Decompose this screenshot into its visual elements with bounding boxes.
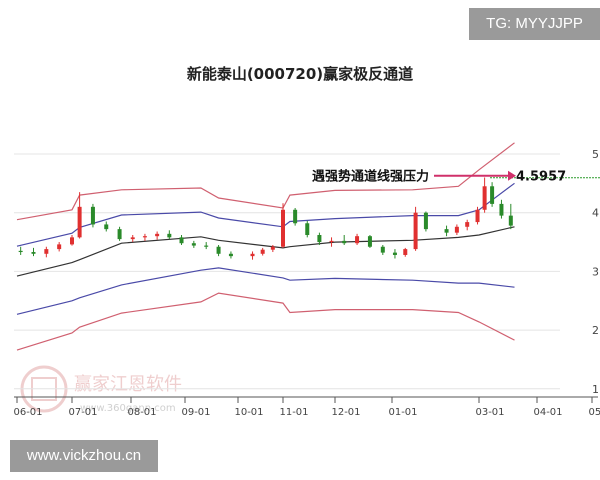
y-tick-label: 5 [592,148,599,161]
candle-body [70,237,74,245]
candle-body [367,236,372,247]
candle-body [380,246,385,253]
candle-body [392,252,397,255]
logo-watermark-text: 赢家江恩软件 [74,373,182,395]
arrow-head-icon [508,170,516,181]
x-tick-label: 08-01 [127,407,156,418]
candle-body [155,233,160,237]
candle-body [305,223,310,236]
candle-body [317,235,322,243]
candle-body [104,224,109,230]
candle-body [77,206,82,238]
candle-body [18,250,23,253]
y-tick-label: 4 [592,207,599,220]
candle-body [90,206,95,225]
y-tick-label: 1 [592,383,599,396]
candle-body [413,212,418,250]
y-tick-label: 3 [592,265,599,278]
x-tick-label: 07-01 [68,407,97,418]
candle-body [270,246,275,250]
candle-body [423,212,428,230]
band-line-middle [16,226,515,277]
candle-body [454,226,459,233]
x-tick-label: 10-01 [234,407,263,418]
candle-body [204,245,209,247]
candle-body [260,249,265,254]
candle-body [465,222,470,227]
candle-body [329,240,334,243]
chart-title: 新能泰山(000720)赢家极反通道 [187,65,413,83]
candle-body [44,249,49,254]
annotation-value: 4.5957 [516,170,566,185]
x-tick-label: 11-01 [279,407,308,418]
x-tick-label: 09-01 [181,407,210,418]
candle-body [117,229,122,240]
watermark-badge-top: TG: MYYJJPP [469,8,600,40]
x-tick-label: 05-01 [588,407,600,418]
candle-body [499,203,504,216]
candle-body [293,209,298,224]
y-tick-label: 2 [592,324,599,337]
candle-body [403,249,408,255]
candle-body [57,244,62,250]
candle-body [490,186,495,204]
candle-body [475,209,480,223]
candle-body [508,215,513,226]
candle-body [130,237,135,240]
candle-body [281,209,285,247]
band-line-outer-lower [16,292,515,351]
x-tick-label: 01-01 [388,407,417,418]
x-tick-label: 12-01 [331,407,360,418]
logo-watermark-url: www.360gann.com [80,403,176,414]
candle-body [342,240,347,244]
x-tick-label: 03-01 [475,407,504,418]
candle-body [191,243,196,246]
candle-body [444,229,449,233]
candle-body [355,236,360,244]
watermark-badge-bottom: www.vickzhou.cn [10,440,158,472]
candle-body [31,252,36,254]
candle-body [482,186,487,210]
candle-body [142,236,147,238]
x-tick-label: 06-01 [13,407,42,418]
candle-body [167,233,172,238]
x-tick-label: 04-01 [533,407,562,418]
candle-body [216,246,221,254]
candle-body [179,237,184,244]
annotation-text: 遇强势通道线强压力 [312,169,429,185]
band-line-inner-lower [16,267,515,315]
candle-body [250,253,255,257]
candle-body [228,253,233,257]
